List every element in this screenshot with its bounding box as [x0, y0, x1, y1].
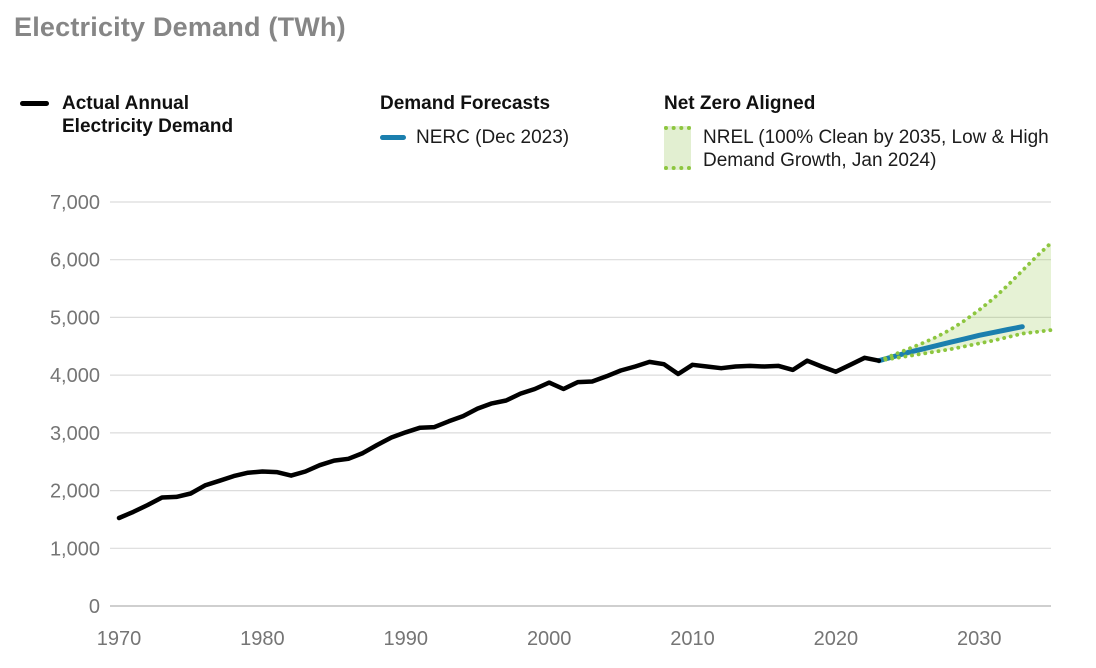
nrel-high-dotted-line	[877, 241, 1053, 363]
y-axis-tick-label: 1,000	[50, 538, 100, 560]
y-axis-tick-label: 0	[89, 596, 100, 618]
x-axis-tick-label: 2010	[670, 628, 715, 650]
legend-nrel-label-line2: Demand Growth, Jan 2024)	[703, 150, 937, 171]
nrel-low-dotted-line	[877, 328, 1053, 363]
y-axis-tick-label: 3,000	[50, 423, 100, 445]
x-axis-tick-label: 1990	[384, 628, 429, 650]
legend-actual-label-line1: Actual Annual	[62, 93, 190, 114]
y-axis-tick-label: 6,000	[50, 250, 100, 272]
x-axis-tick-label: 2020	[814, 628, 859, 650]
legend-actual-label-line2: Electricity Demand	[62, 116, 234, 137]
y-axis-tick-label: 4,000	[50, 365, 100, 387]
legend-nerc-label: NERC (Dec 2023)	[416, 127, 570, 148]
legend-net-zero: Net Zero Aligned NREL (100% Clean by 203…	[664, 92, 1049, 172]
y-axis-tick-label: 5,000	[50, 307, 100, 329]
actual-line-swatch-icon	[20, 101, 49, 106]
legend-demand-forecasts: Demand Forecasts NERC (Dec 2023)	[380, 92, 569, 149]
legend-forecasts-header: Demand Forecasts	[380, 93, 551, 114]
x-axis-tick-label: 1980	[240, 628, 285, 650]
nrel-band-swatch-icon	[664, 126, 691, 170]
nerc-line-swatch-icon	[380, 135, 406, 140]
nrel-band-area	[878, 243, 1051, 361]
legend-actual: Actual Annual Electricity Demand	[20, 92, 233, 138]
legend-nrel-label-line1: NREL (100% Clean by 2035, Low & High	[703, 127, 1049, 148]
x-axis-tick-label: 2030	[957, 628, 1002, 650]
x-axis-tick-label: 1970	[97, 628, 142, 650]
legend-netzero-header: Net Zero Aligned	[664, 93, 816, 114]
page-title: Electricity Demand (TWh)	[14, 12, 346, 42]
y-axis-tick-label: 2,000	[50, 481, 100, 503]
actual-demand-line	[116, 355, 882, 521]
y-axis-tick-label: 7,000	[50, 192, 100, 214]
nerc-forecast-line	[876, 324, 1025, 364]
x-axis-tick-label: 2000	[527, 628, 572, 650]
